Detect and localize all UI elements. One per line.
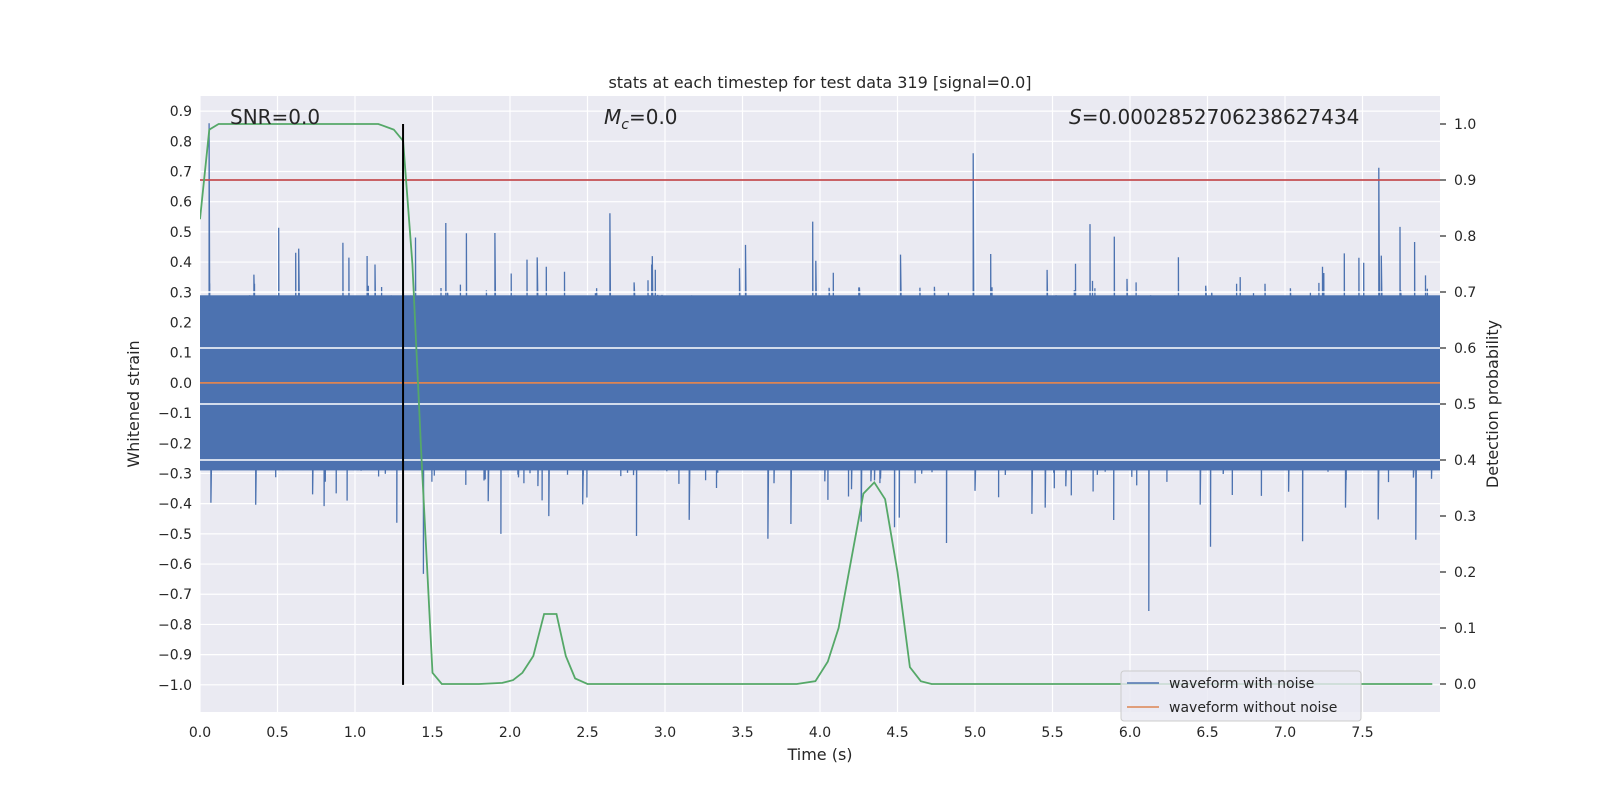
- x-tick-label: 4.0: [809, 725, 831, 741]
- left-y-tick-label: −0.3: [158, 466, 192, 482]
- left-y-tick-label: 0.1: [170, 346, 192, 362]
- right-axis-gridlines: [200, 291, 1440, 461]
- legend-label-noise: waveform with noise: [1169, 676, 1314, 692]
- left-y-tick-label: −0.1: [158, 406, 192, 422]
- right-y-tick-label: 0.1: [1454, 621, 1476, 637]
- x-tick-label: 0.5: [266, 725, 288, 741]
- s-value: =0.0002852706238627434: [1082, 105, 1360, 129]
- left-y-axis-label: Whitened strain: [124, 340, 143, 467]
- right-y-tick-label: 0.2: [1454, 565, 1476, 581]
- left-y-tick-label: −0.4: [158, 497, 192, 513]
- x-tick-label: 3.0: [654, 725, 676, 741]
- left-y-tick-label: 0.3: [170, 285, 192, 301]
- mc-symbol: M: [604, 105, 621, 129]
- left-y-tick-label: 0.7: [170, 164, 192, 180]
- right-y-tick-label: 0.5: [1454, 397, 1476, 413]
- legend: waveform with noise waveform without noi…: [1120, 670, 1362, 722]
- left-y-tick-label: 0.5: [170, 225, 192, 241]
- left-y-tick-label: −0.5: [158, 527, 192, 543]
- x-tick-label: 5.5: [1041, 725, 1063, 741]
- x-tick-label: 1.0: [344, 725, 366, 741]
- x-axis-label: Time (s): [786, 745, 852, 764]
- right-y-tick-labels: 1.0 0.9 0.8 0.7 0.6 0.5 0.4 0.3 0.2 0.1 0.0: [1440, 117, 1476, 693]
- x-tick-label: 6.0: [1119, 725, 1141, 741]
- detection-probability-line: [200, 123, 1433, 685]
- x-tick-label: 2.0: [499, 725, 521, 741]
- x-tick-label: 4.5: [886, 725, 908, 741]
- right-y-tick-label: 0.7: [1454, 285, 1476, 301]
- left-y-tick-label: −0.8: [158, 617, 192, 633]
- right-y-tick-label: 0.8: [1454, 229, 1476, 245]
- right-y-tick-label: 0.6: [1454, 341, 1476, 357]
- x-tick-label: 3.5: [731, 725, 753, 741]
- right-y-tick-label: 0.9: [1454, 173, 1476, 189]
- right-y-axis-label: Detection probability: [1483, 320, 1502, 488]
- x-tick-label: 1.5: [421, 725, 443, 741]
- left-y-tick-label: 0.9: [170, 104, 192, 120]
- x-tick-label: 7.5: [1351, 725, 1373, 741]
- x-tick-label: 6.5: [1196, 725, 1218, 741]
- snr-annotation: SNR=0.0: [230, 105, 320, 129]
- x-tick-label: 7.0: [1274, 725, 1296, 741]
- x-tick-label: 5.0: [964, 725, 986, 741]
- overlay-layer: [200, 123, 1440, 685]
- left-y-tick-label: −0.7: [158, 587, 192, 603]
- left-y-tick-label: 0.2: [170, 315, 192, 331]
- left-y-tick-label: −0.6: [158, 557, 192, 573]
- mc-subscript: c: [621, 117, 629, 133]
- left-y-tick-label: −1.0: [158, 678, 192, 694]
- chart-title: stats at each timestep for test data 319…: [608, 73, 1031, 92]
- x-tick-labels: 0.0 0.5 1.0 1.5 2.0 2.5 3.0 3.5 4.0 4.5 5.0 5.5 6.0 6…: [189, 725, 1374, 741]
- s-annotation: S=0.0002852706238627434: [1069, 105, 1359, 129]
- legend-label-clean: waveform without noise: [1169, 700, 1337, 716]
- right-y-tick-label: 0.0: [1454, 677, 1476, 693]
- x-tick-label: 2.5: [576, 725, 598, 741]
- legend-box: [1120, 670, 1362, 722]
- s-symbol: S: [1069, 105, 1082, 129]
- left-y-tick-label: 0.6: [170, 195, 192, 211]
- right-y-tick-label: 1.0: [1454, 117, 1476, 133]
- right-y-tick-label: 0.3: [1454, 509, 1476, 525]
- chirp-mass-annotation: Mc=0.0: [604, 105, 678, 133]
- left-y-tick-label: 0.4: [170, 255, 192, 271]
- right-y-tick-label: 0.4: [1454, 453, 1476, 469]
- x-tick-label: 0.0: [189, 725, 211, 741]
- left-y-tick-label: −0.9: [158, 648, 192, 664]
- left-y-tick-label: −0.2: [158, 436, 192, 452]
- left-y-tick-label: 0.0: [170, 376, 192, 392]
- left-y-tick-label: 0.8: [170, 134, 192, 150]
- left-y-tick-labels: 0.9 0.8 0.7 0.6 0.5 0.4 0.3 0.2 0.1 0.0 −0.1 −0.2 −0…: [158, 104, 192, 694]
- mc-value: =0.0: [629, 105, 678, 129]
